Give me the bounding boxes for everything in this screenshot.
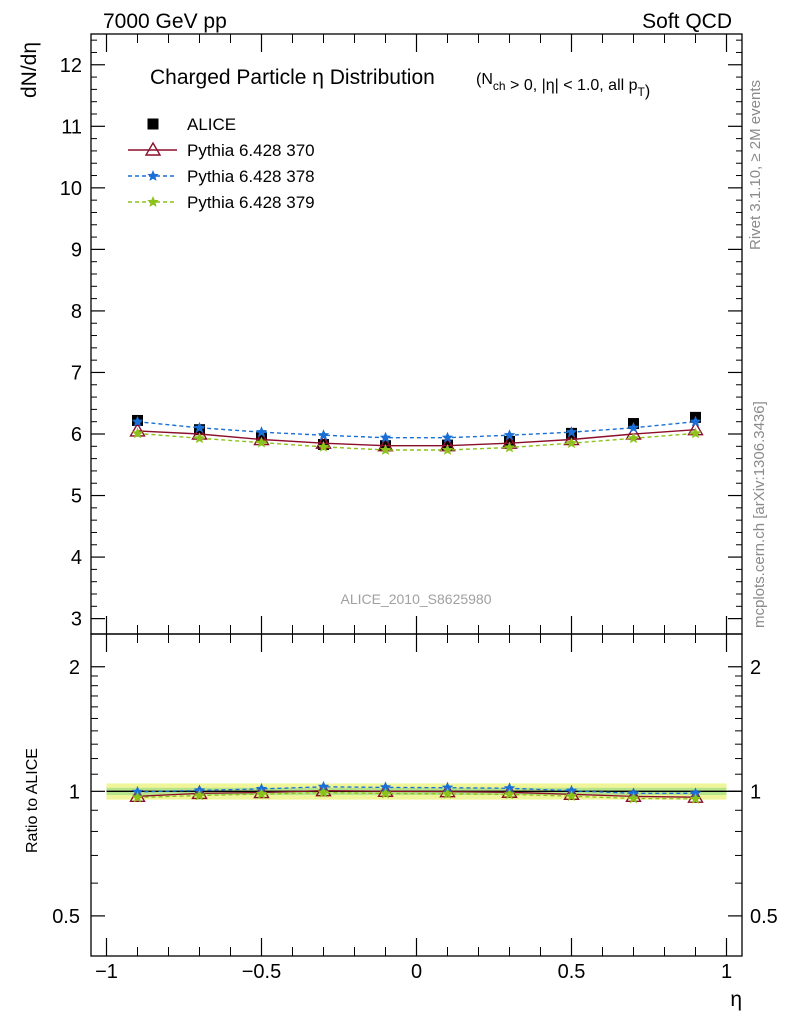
ratio-point-2 [441,781,454,793]
y-tick-label: 9 [71,239,82,261]
x-tick-label: 0.5 [558,961,586,983]
series-line-3 [137,432,696,451]
legend-label: Pythia 6.428 379 [187,193,315,212]
ratio-tick-label: 0.5 [52,906,80,928]
legend-marker-0 [147,118,159,130]
data-point-2 [255,426,268,438]
y-tick-label: 4 [71,547,82,569]
data-point-2 [565,426,578,438]
legend-label: ALICE [187,115,236,134]
x-tick-label: −1 [95,961,118,983]
y-tick-label: 12 [60,55,82,77]
y-tick-label: 6 [71,424,82,446]
ratio-point-1 [315,782,332,797]
legend-label: Pythia 6.428 370 [187,141,315,160]
ratio-y-axis-label: Ratio to ALICE [24,748,41,853]
ratio-line-1 [137,790,696,798]
ratio-point-2 [317,780,330,792]
ratio-point-1 [563,785,580,801]
y-tick-label: 5 [71,486,82,508]
header-energy-label: 7000 GeV pp [103,10,227,33]
ratio-tick-label-right: 2 [750,657,761,679]
ratio-tick-label: 2 [69,657,80,679]
data-point-2 [379,431,392,443]
data-point-3 [255,436,268,448]
ratio-point-1 [501,783,518,798]
ratio-point-2 [689,787,702,799]
y-tick-label: 10 [60,178,82,200]
ratio-tick-label-right: 0.5 [750,906,778,928]
y-axis-label: dN/dη [18,42,41,98]
ratio-point-1 [253,784,270,799]
data-point-0 [504,435,515,447]
x-axis-label: η [730,988,742,1011]
ratio-point-1 [129,787,146,803]
legend-marker-1 [144,141,162,156]
data-point-3 [441,444,454,455]
legend-label: Pythia 6.428 378 [187,167,315,186]
data-point-2 [193,421,206,433]
ratio-point-3 [503,788,516,800]
x-tick-label: 1 [721,961,732,983]
ratio-line-3 [137,791,696,800]
y-tick-label: 8 [71,301,82,323]
data-point-2 [441,431,454,443]
ratio-point-3 [255,788,268,799]
chart-subtitle: (Nch > 0, |η| < 1.0, all pT) [476,71,650,100]
ratio-point-3 [689,792,702,804]
ratio-point-1 [191,785,208,800]
legend-marker-2 [147,170,159,181]
series-line-2 [137,421,696,439]
ratio-point-1 [377,782,394,798]
ratio-tick-label-right: 1 [750,781,761,803]
ratio-point-2 [131,785,144,797]
ratio-point-2 [503,782,516,794]
ratio-point-1 [687,788,704,803]
ratio-point-3 [317,786,330,798]
x-tick-label: 0 [411,961,422,983]
ratio-point-2 [379,781,392,793]
mcplots-label: mcplots.cern.ch [arXiv:1306.3436] [751,401,768,628]
data-point-2 [317,429,330,441]
rivet-label: Rivet 3.1.10, ≥ 2M events [747,80,764,250]
chart-title: Charged Particle η Distribution [150,66,435,89]
data-point-3 [379,444,392,455]
ratio-tick-label: 1 [69,781,80,803]
ratio-point-3 [379,787,392,799]
data-point-2 [627,421,640,433]
data-point-3 [627,432,640,444]
ratio-point-3 [627,792,640,804]
ratio-point-3 [441,787,454,799]
y-tick-label: 11 [61,116,82,138]
data-point-2 [689,415,702,427]
y-tick-label: 7 [71,362,82,384]
ratio-point-2 [565,784,578,796]
ratio-point-3 [193,789,206,801]
series-line-1 [137,429,696,447]
ratio-point-3 [131,791,144,803]
data-point-3 [503,441,516,453]
ratio-point-1 [439,783,456,798]
data-point-3 [131,427,144,439]
ratio-line-2 [137,786,696,795]
data-point-2 [131,415,144,427]
data-point-3 [565,437,578,449]
data-point-3 [193,432,206,444]
x-tick-label: −0.5 [242,961,281,983]
analysis-label: ALICE_2010_S8625980 [340,591,491,607]
legend-marker-3 [147,196,159,207]
ratio-point-1 [625,787,642,803]
ratio-point-3 [565,790,578,802]
data-point-2 [503,429,516,441]
y-tick-label: 3 [71,609,82,631]
data-point-3 [317,440,330,452]
data-point-3 [689,427,702,439]
header-process-label: Soft QCD [642,10,732,33]
